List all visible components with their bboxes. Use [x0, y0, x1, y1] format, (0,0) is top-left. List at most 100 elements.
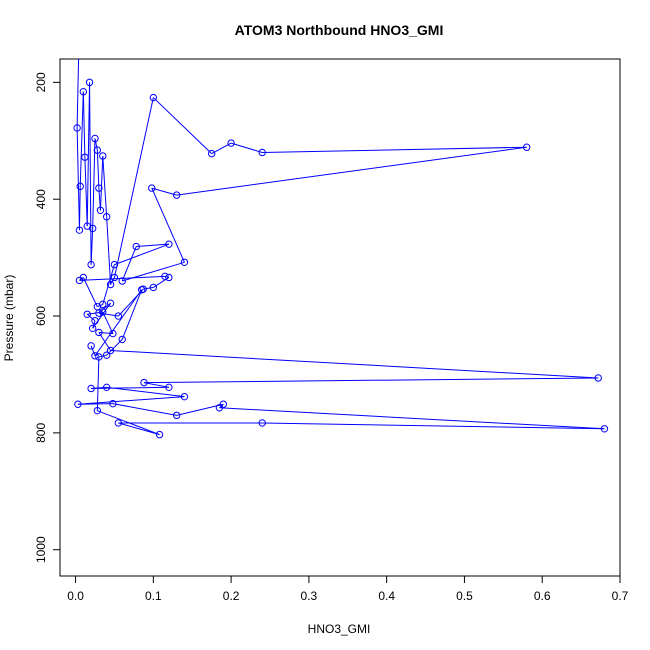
series-line-segment: [106, 386, 185, 398]
series-line-segment: [86, 313, 96, 322]
data-point: [594, 374, 602, 382]
data-point: [522, 143, 531, 151]
data-point: [99, 308, 107, 316]
data-point: [149, 93, 158, 102]
data-point: [227, 139, 235, 147]
y-axis-label: Pressure (mbar): [2, 275, 16, 362]
series-line-segment: [82, 277, 98, 307]
data-point: [75, 276, 84, 285]
x-axis: 0.0 0.1 0.2 0.3 0.4 0.5 0.6 0.7: [67, 576, 629, 603]
plot-frame: [59, 58, 621, 577]
series-line-segment: [77, 396, 185, 405]
y-axis: 200 400 600 800 1000: [34, 72, 60, 563]
data-point: [87, 384, 95, 393]
data-point: [118, 277, 126, 285]
data-point: [95, 309, 103, 317]
x-tick-label: 0.1: [145, 589, 162, 603]
series-line-segment: [114, 243, 170, 266]
series-line-segment: [86, 82, 91, 227]
data-point: [148, 184, 156, 192]
data-point: [91, 352, 99, 360]
series-line-segment: [102, 264, 115, 305]
series-line-segment: [79, 275, 166, 281]
data-point: [165, 273, 173, 282]
data-point: [74, 400, 82, 408]
series-line-segment: [87, 311, 103, 315]
series-line-segment: [94, 289, 143, 357]
series-line-segment: [77, 403, 113, 405]
series-line-segment: [106, 216, 112, 285]
data-point: [149, 283, 158, 292]
series-line-segment: [112, 403, 177, 416]
series-line-segment: [102, 155, 108, 217]
series-line-segment: [84, 157, 88, 227]
series-line-segment: [99, 155, 104, 211]
data-point: [172, 411, 181, 420]
data-point: [85, 78, 94, 87]
y-tick-label: 200: [34, 72, 48, 92]
data-point: [118, 335, 126, 344]
x-tick-label: 0.5: [456, 589, 473, 603]
series-line-segment: [91, 386, 107, 389]
series-line-segment: [102, 311, 114, 334]
series-line-segment: [176, 146, 527, 196]
data-point: [155, 430, 164, 439]
series-line-segment: [118, 422, 160, 436]
series-line-segment: [151, 187, 185, 263]
data-point: [96, 206, 105, 215]
series-line-segment: [76, 127, 80, 231]
x-tick-label: 0.4: [378, 589, 395, 603]
series-line-segment: [98, 302, 111, 314]
data-point: [95, 328, 103, 337]
series-line-segment: [143, 377, 599, 384]
series-line-segment: [89, 82, 92, 265]
data-point: [81, 153, 89, 161]
x-tick-label: 0.0: [67, 589, 84, 603]
data-point: [600, 425, 609, 433]
data-point: [114, 312, 123, 320]
data-point: [109, 399, 117, 408]
data-point: [110, 260, 119, 269]
data-point: [137, 286, 146, 294]
data-point: [73, 124, 81, 132]
series-lines: [76, 59, 605, 436]
series-line-segment: [143, 382, 169, 388]
series-line-segment: [110, 350, 599, 379]
data-point: [180, 258, 189, 266]
series-line-segment: [96, 150, 100, 189]
series-line-segment: [230, 142, 263, 153]
series-line-segment: [262, 422, 605, 430]
data-point: [95, 184, 103, 192]
data-point: [87, 342, 95, 350]
x-axis-label: HNO3_GMI: [308, 622, 371, 636]
data-point: [180, 392, 189, 401]
data-point: [102, 213, 111, 221]
series-line-segment: [98, 354, 107, 358]
data-point: [99, 152, 107, 160]
series-line-segment: [92, 320, 96, 329]
series-line-segment: [219, 403, 224, 409]
data-point: [132, 242, 140, 251]
data-point: [91, 317, 99, 325]
data-point: [91, 134, 99, 143]
data-point: [258, 148, 266, 157]
plot-area: [73, 59, 609, 439]
series-line-segment: [262, 146, 527, 153]
data-point: [93, 146, 102, 154]
data-point: [114, 419, 123, 427]
series-line-segment: [76, 59, 80, 128]
data-point: [109, 329, 117, 338]
y-tick-label: 400: [34, 189, 48, 209]
data-point: [102, 351, 111, 359]
data-point: [215, 404, 224, 412]
series-line-segment: [79, 91, 84, 187]
data-point: [106, 346, 115, 355]
series-line-segment: [82, 91, 86, 158]
y-tick-label: 1000: [34, 536, 48, 563]
series-points: [73, 78, 609, 439]
data-point: [83, 310, 91, 318]
x-tick-label: 0.2: [223, 589, 240, 603]
x-tick-label: 0.3: [301, 589, 318, 603]
chart-title: ATOM3 Northbound HNO3_GMI: [235, 22, 444, 38]
